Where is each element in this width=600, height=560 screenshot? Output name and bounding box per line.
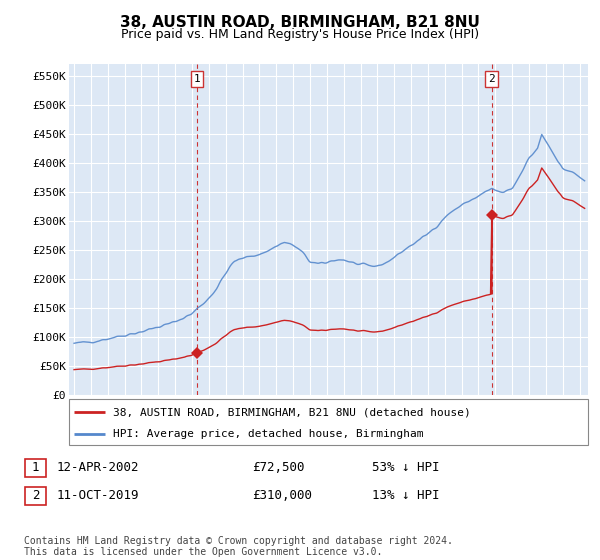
Text: 2: 2 <box>32 489 39 502</box>
Text: 53% ↓ HPI: 53% ↓ HPI <box>372 461 439 474</box>
Text: 12-APR-2002: 12-APR-2002 <box>57 461 139 474</box>
Text: 1: 1 <box>193 74 200 84</box>
Text: HPI: Average price, detached house, Birmingham: HPI: Average price, detached house, Birm… <box>113 429 424 438</box>
Text: Price paid vs. HM Land Registry's House Price Index (HPI): Price paid vs. HM Land Registry's House … <box>121 28 479 41</box>
Text: 1: 1 <box>32 461 39 474</box>
Text: 11-OCT-2019: 11-OCT-2019 <box>57 489 139 502</box>
Text: 13% ↓ HPI: 13% ↓ HPI <box>372 489 439 502</box>
Text: £310,000: £310,000 <box>252 489 312 502</box>
Text: 38, AUSTIN ROAD, BIRMINGHAM, B21 8NU (detached house): 38, AUSTIN ROAD, BIRMINGHAM, B21 8NU (de… <box>113 407 471 417</box>
Text: 38, AUSTIN ROAD, BIRMINGHAM, B21 8NU: 38, AUSTIN ROAD, BIRMINGHAM, B21 8NU <box>120 15 480 30</box>
Text: 2: 2 <box>488 74 495 84</box>
Text: Contains HM Land Registry data © Crown copyright and database right 2024.
This d: Contains HM Land Registry data © Crown c… <box>24 535 453 557</box>
Text: £72,500: £72,500 <box>252 461 305 474</box>
